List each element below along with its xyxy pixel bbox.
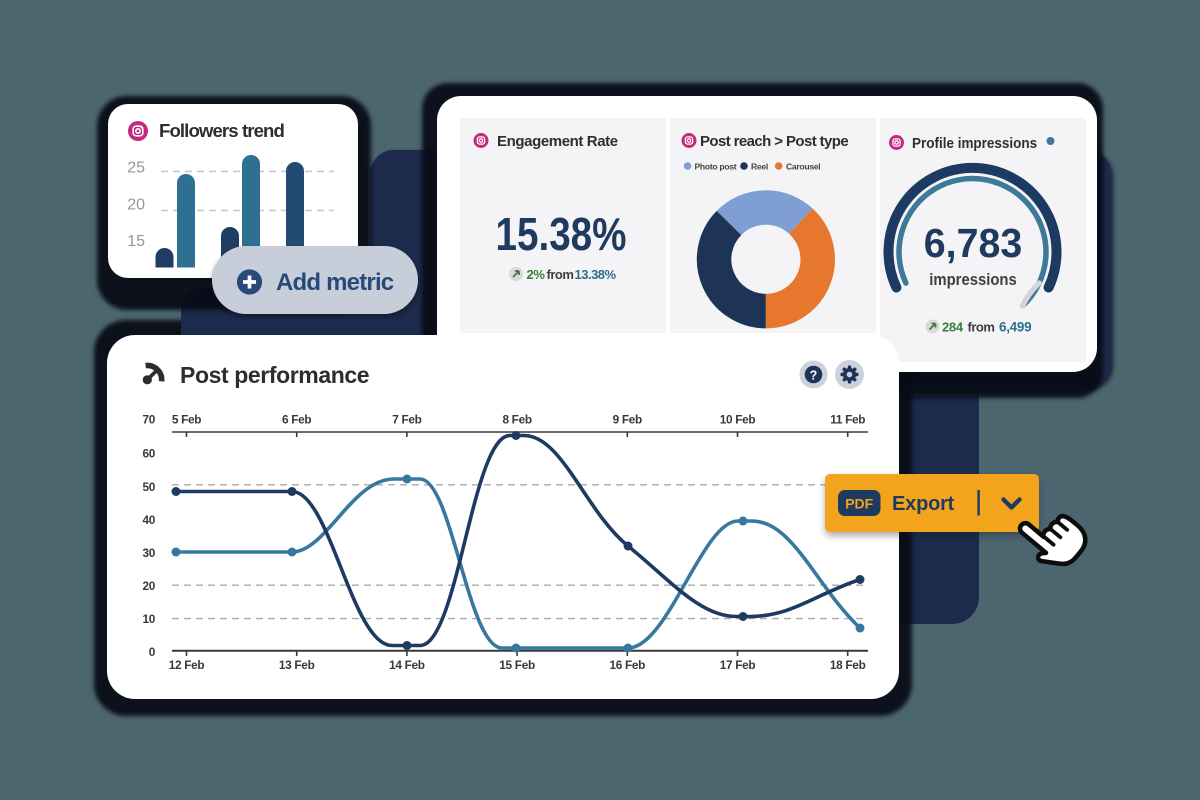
svg-text:5 Feb: 5 Feb — [172, 413, 201, 427]
svg-text:Engagement Rate: Engagement Rate — [497, 133, 618, 150]
svg-text:7 Feb: 7 Feb — [392, 413, 421, 427]
svg-text:Followers trend: Followers trend — [159, 120, 284, 141]
svg-text:Photo post: Photo post — [695, 162, 737, 172]
svg-text:2%: 2% — [527, 267, 546, 282]
svg-text:284: 284 — [942, 320, 964, 335]
svg-text:14 Feb: 14 Feb — [389, 658, 425, 672]
svg-text:?: ? — [810, 369, 818, 383]
svg-text:30: 30 — [142, 546, 155, 560]
svg-text:15 Feb: 15 Feb — [499, 658, 535, 672]
svg-text:40: 40 — [142, 513, 155, 527]
svg-text:Post reach > Post type: Post reach > Post type — [700, 133, 848, 150]
svg-text:15.38%: 15.38% — [495, 209, 626, 260]
svg-text:20: 20 — [127, 197, 145, 214]
svg-text:6,783: 6,783 — [924, 220, 1022, 266]
svg-text:70: 70 — [142, 413, 155, 427]
svg-text:16 Feb: 16 Feb — [610, 658, 646, 672]
svg-text:6,499: 6,499 — [999, 320, 1031, 335]
svg-text:9 Feb: 9 Feb — [613, 413, 642, 427]
svg-text:0: 0 — [149, 645, 156, 659]
svg-text:11 Feb: 11 Feb — [830, 413, 865, 427]
svg-text:impressions: impressions — [929, 271, 1017, 289]
svg-text:12 Feb: 12 Feb — [169, 658, 205, 672]
svg-text:17 Feb: 17 Feb — [720, 658, 756, 672]
svg-text:Export: Export — [892, 493, 955, 515]
svg-text:PDF: PDF — [845, 496, 873, 512]
svg-text:from: from — [547, 267, 574, 282]
svg-text:18 Feb: 18 Feb — [830, 658, 866, 672]
svg-text:6 Feb: 6 Feb — [282, 413, 311, 427]
svg-text:Add metric: Add metric — [276, 269, 394, 296]
svg-text:10: 10 — [142, 612, 155, 626]
svg-text:15: 15 — [127, 233, 145, 250]
svg-text:8 Feb: 8 Feb — [502, 413, 531, 427]
svg-text:from: from — [968, 320, 995, 335]
svg-text:13.38%: 13.38% — [575, 267, 617, 282]
svg-text:10 Feb: 10 Feb — [720, 413, 756, 427]
svg-text:25: 25 — [127, 160, 145, 177]
svg-text:Reel: Reel — [751, 162, 768, 172]
svg-text:13 Feb: 13 Feb — [279, 658, 315, 672]
svg-text:20: 20 — [142, 579, 155, 593]
svg-text:Post performance: Post performance — [180, 362, 369, 388]
svg-text:60: 60 — [142, 447, 155, 461]
svg-text:50: 50 — [142, 480, 155, 494]
svg-text:Profile impressions: Profile impressions — [912, 135, 1037, 152]
svg-text:Carousel: Carousel — [786, 162, 820, 172]
